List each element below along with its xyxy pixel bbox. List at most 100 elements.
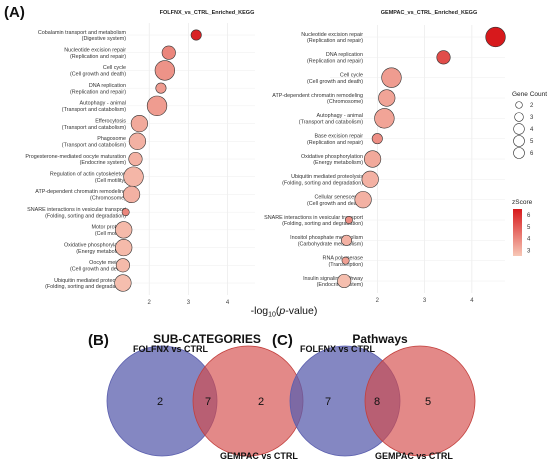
gene-count-legend-circle	[513, 147, 525, 159]
folfnx-points	[114, 29, 202, 292]
gempac-grid	[330, 25, 505, 293]
folfnx-point	[154, 60, 176, 81]
gempac-term-label: Oxidative phosphorylation	[301, 154, 363, 160]
gempac-term-label: Inositol phosphate metabolism	[290, 235, 363, 241]
gempac-term-label: Ubiquitin mediated proteolysis	[291, 174, 363, 180]
gene-count-legend-value: 5	[530, 139, 534, 145]
folfnx-point	[146, 95, 168, 117]
folfnx-term-category: (Replication and repair)	[70, 89, 126, 95]
venn-pathways-title: Pathways	[352, 332, 408, 346]
zscore-tick-label: 6	[527, 213, 531, 219]
folfnx-term-label: Phagosome	[97, 136, 126, 142]
gempac-term-category: (Energy metabolism)	[313, 160, 363, 166]
folfnx-x-tick-label: 3	[187, 300, 191, 306]
folfnx-term-label: Ubiquitin mediated proteolysis	[54, 278, 126, 284]
folfnx-term-label: Cobalamin transport and metabolism	[38, 30, 127, 36]
gempac-term-label: Cell cycle	[340, 72, 363, 78]
gene-count-legend-circle	[514, 112, 524, 122]
folfnx-x-tick-label: 2	[148, 300, 152, 306]
gempac-term-category: (Cell growth and death)	[307, 201, 363, 207]
panel-label-c: (C)	[272, 332, 293, 349]
gempac-x-tick-label: 2	[376, 298, 380, 304]
folfnx-term-category: (Cell motility)	[95, 231, 126, 237]
gempac-point	[341, 256, 350, 265]
folfnx-term-labels: Cobalamin transport and metabolism(Diges…	[25, 30, 126, 290]
folfnx-term-label: SNARE interactions in vesicular transpor…	[27, 207, 126, 213]
venn-subcategories-title: SUB-CATEGORIES	[153, 332, 261, 346]
panel-label-b: (B)	[88, 332, 109, 349]
gempac-x-tick-label: 3	[423, 298, 427, 304]
folfnx-point	[121, 208, 130, 217]
gempac-point	[374, 108, 395, 129]
folfnx-plot-title: FOLFNX_vs_CTRL_Enriched_KEGG	[160, 10, 255, 16]
folfnx-term-label: DNA replication	[89, 83, 126, 89]
folfnx-term-label: Oocyte meiosis	[89, 260, 126, 266]
folfnx-point	[115, 238, 133, 257]
gempac-term-label: DNA replication	[326, 52, 363, 58]
gempac-term-label: Cellular senescence	[314, 194, 363, 200]
gempac-term-category: (Transcription)	[328, 262, 363, 268]
zscore-legend-title: zScore	[512, 199, 533, 206]
folfnx-point	[190, 29, 202, 41]
folfnx-term-category: (Cell motility)	[95, 178, 126, 184]
gempac-point	[378, 89, 396, 107]
venn-subcategories-gempac-only: 2	[258, 396, 264, 408]
folfnx-point	[155, 82, 167, 94]
gempac-term-label: Nucleotide excision repair	[301, 32, 363, 38]
folfnx-term-category: (Cell growth and death)	[70, 266, 126, 272]
folfnx-x-tick-label: 4	[226, 300, 230, 306]
venn-pathways-folfnx-label: FOLFNX vs CTRL	[300, 344, 376, 354]
zscore-tick-label: 4	[527, 237, 531, 243]
gempac-term-category: (Folding, sorting and degradation)	[282, 181, 363, 187]
gempac-point	[485, 26, 506, 48]
gempac-point	[436, 50, 451, 65]
gempac-dot-plot: GEMPAC_vs_CTRL_Enriched_KEGG 2 3 4 Nucleot…	[264, 10, 506, 304]
folfnx-point	[130, 114, 148, 133]
folfnx-term-label: Cell cycle	[103, 65, 126, 71]
folfnx-term-label: ATP-dependent chromatin remodeling	[35, 189, 126, 195]
gempac-term-category: (Replication and repair)	[307, 140, 363, 146]
folfnx-point	[161, 45, 176, 60]
gempac-term-category: (Cell growth and death)	[307, 79, 363, 85]
gene-count-legend: Gene Count 2 3 4 5 6	[512, 91, 547, 159]
venn-subcategories-folfnx-only: 2	[157, 396, 163, 408]
gempac-point	[363, 150, 382, 168]
gempac-term-label: Autophagy - animal	[317, 113, 363, 119]
zscore-legend-ticks: 6 5 4 3	[522, 213, 531, 254]
gempac-point	[381, 67, 402, 88]
gempac-term-category: (Replication and repair)	[307, 59, 363, 65]
panel-label-a: (A)	[4, 4, 25, 21]
folfnx-term-category: (Folding, sorting and degradation)	[45, 213, 126, 219]
shared-x-axis-label: -log10(p-value)	[251, 305, 318, 319]
gempac-point	[341, 234, 353, 246]
folfnx-point	[123, 166, 144, 187]
venn-pathways-gempac-circle	[364, 345, 476, 457]
gempac-term-label: Base excision repair	[314, 133, 363, 139]
folfnx-point	[128, 151, 143, 167]
folfnx-term-label: Oxidative phosphorylation	[64, 242, 126, 248]
folfnx-term-category: (Cell growth and death)	[70, 72, 126, 78]
zscore-colorbar	[513, 209, 522, 256]
folfnx-term-label: Regulation of actin cytoskeleton	[50, 172, 126, 178]
venn-pathways-overlap: 8	[374, 396, 380, 408]
venn-subcategories: SUB-CATEGORIES FOLFNX vs CTRL GEMPAC vs …	[106, 332, 304, 461]
zscore-legend: zScore 6 5 4 3	[512, 199, 533, 256]
gempac-points	[337, 26, 506, 289]
gene-count-legend-value: 2	[530, 103, 534, 109]
venn-subcategories-overlap: 7	[205, 396, 211, 408]
folfnx-term-category: (Replication and repair)	[70, 54, 126, 60]
gempac-x-tick-label: 4	[470, 298, 474, 304]
zscore-tick-label: 3	[527, 248, 531, 254]
venn-pathways: Pathways FOLFNX vs CTRL GEMPAC vs CTRL 7…	[289, 332, 476, 461]
gempac-term-category: (Replication and repair)	[307, 38, 363, 44]
gempac-term-label: SNARE interactions in vesicular transpor…	[264, 215, 363, 221]
venn-pathways-gempac-label: GEMPAC vs CTRL	[375, 451, 453, 461]
gempac-point	[361, 170, 379, 188]
gempac-term-category: (Carbohydrate metabolism)	[298, 242, 364, 248]
gempac-x-ticks: 2 3 4	[376, 298, 475, 304]
gempac-plot-title: GEMPAC_vs_CTRL_Enriched_KEGG	[381, 10, 477, 16]
folfnx-x-ticks: 2 3 4	[148, 300, 230, 306]
folfnx-point	[115, 221, 133, 239]
gene-count-legend-value: 6	[530, 151, 534, 157]
